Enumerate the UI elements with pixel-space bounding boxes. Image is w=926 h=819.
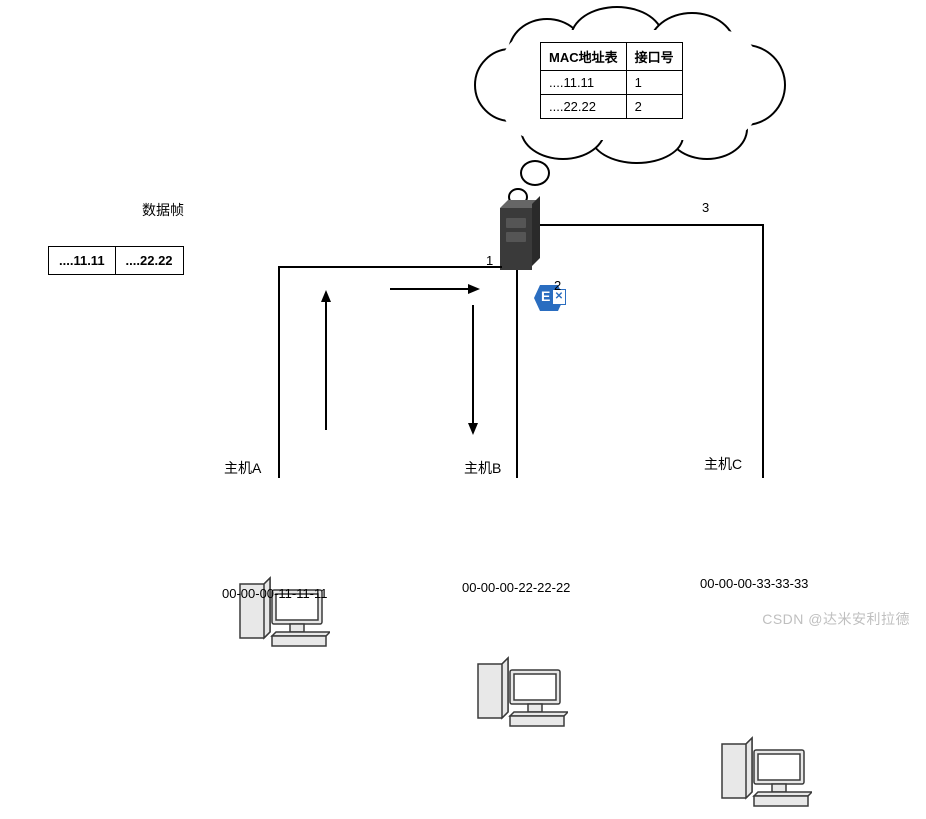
watermark: CSDN @达米安利拉德 [762,609,910,629]
thought-cloud: MAC地址表 接口号 ....11.11 1 ....22.22 2 [480,12,780,172]
mac-row0-mac: ....11.11 [541,71,627,95]
mac-row1-mac: ....22.22 [541,95,627,119]
host-c-label: 主机C [704,454,742,474]
mac-row1-port: 2 [626,95,682,119]
switch-device [500,200,542,270]
mac-row0-port: 1 [626,71,682,95]
dataframe-table: ....11.11 ....22.22 [48,246,184,275]
mac-th-port: 接口号 [626,43,682,71]
host-c-computer [712,734,812,814]
port-3-label: 3 [702,200,709,215]
host-b-mac: 00-00-00-22-22-22 [462,580,570,595]
host-b-computer [468,654,568,734]
mac-th-mac: MAC地址表 [541,43,627,71]
host-a-mac: 00-00-00-11-11-11 [222,586,328,601]
link-hostA [278,266,280,478]
host-b-label: 主机B [464,458,501,478]
dataframe-cell-0: ....11.11 [49,247,116,275]
dataframe-cell-1: ....22.22 [115,247,183,275]
host-c-mac: 00-00-00-33-33-33 [700,576,808,591]
host-a-label: 主机A [224,458,261,478]
port-2-label: 2 [554,278,561,293]
link-hostC [762,224,764,478]
link-hostB [516,270,518,478]
dataframe-title: 数据帧 [142,200,184,220]
mac-address-table: MAC地址表 接口号 ....11.11 1 ....22.22 2 [540,42,683,119]
